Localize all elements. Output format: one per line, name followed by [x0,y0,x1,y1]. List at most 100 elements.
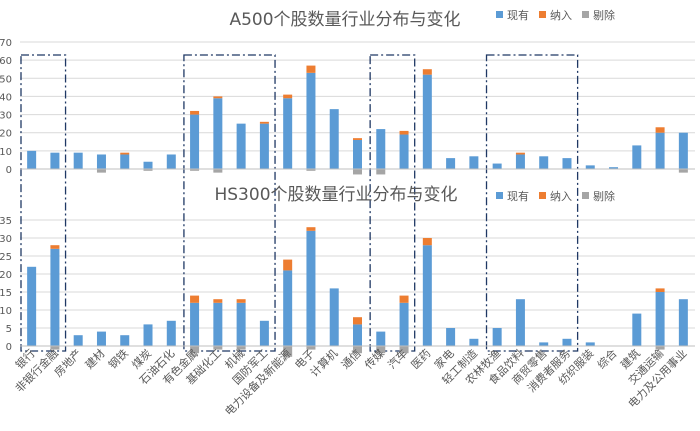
bar-existing [213,98,223,169]
bar-existing [50,248,60,346]
y-tick-label: 15 [0,288,12,299]
legend-swatch-removed [582,192,589,199]
bar-existing [96,331,106,346]
bar-existing [50,152,60,169]
bar-existing [469,338,479,346]
highlight-box [485,54,579,352]
bar-existing [166,320,176,346]
y-tick-label: 20 [0,129,12,140]
bar-removed [213,346,223,350]
bar-existing [492,328,502,346]
highlight-box [369,54,416,352]
legend-swatch-existing [496,192,503,199]
bar-existing [446,158,456,169]
bar-existing [655,292,665,346]
bar-existing [306,72,316,169]
bar-added [306,227,316,231]
bar-removed [50,346,60,350]
grid-layer [20,41,695,329]
bar-removed [353,169,362,175]
bar-existing [259,123,269,169]
bar-existing [27,266,37,346]
bar-added [190,295,200,303]
bar-added [50,245,60,249]
bar-existing [259,320,269,346]
bar-added [515,152,525,155]
bar-removed [678,169,688,173]
legend-label-added: 纳入 [550,9,572,22]
bar-existing [143,324,153,346]
bar-existing [120,154,130,169]
legend-hs300: 现有 纳入 剔除 [496,189,615,203]
bar-removed [655,346,665,350]
bar-added [213,96,223,99]
bar-existing [585,165,595,169]
legend-label-removed: 剔除 [593,8,615,22]
bar-removed [143,169,153,171]
y-tick-label: 10 [0,147,12,158]
bar-added [422,69,432,75]
axes-layer: 01020304050607005101520253035银行非银行金融房地产建… [0,38,695,418]
bar-existing [376,129,386,169]
bar-added [120,152,130,155]
bar-existing [469,156,479,169]
bar-existing [96,154,106,169]
bar-existing [236,123,246,169]
bar-added [655,127,665,133]
bar-existing [539,342,549,346]
bar-added [655,288,665,292]
bar-existing [236,302,246,346]
bar-added [422,238,432,246]
legend-label-removed: 剔除 [593,189,615,203]
bar-added [399,130,409,135]
bar-existing [306,230,316,346]
x-tick-label: 钢铁 [106,347,131,372]
bar-removed [306,169,316,171]
bar-existing [283,98,293,169]
y-tick-label: 10 [0,306,12,317]
bar-existing [27,150,37,169]
legend-swatch-added [539,192,546,199]
bar-existing [585,342,595,346]
bar-existing [353,324,362,346]
bar-existing [283,270,293,346]
bar-existing [120,335,130,346]
bar-existing [73,335,83,346]
bar-existing [655,132,665,169]
bar-existing [515,154,525,169]
y-tick-label: 30 [0,234,12,245]
bar-existing [422,245,432,346]
x-tick-label: 综合 [594,346,619,371]
bar-removed [96,169,106,173]
bar-existing [143,161,153,169]
y-tick-label: 70 [0,38,12,49]
bar-existing [399,134,409,169]
bar-existing [562,338,572,346]
bar-existing [678,299,688,346]
bar-existing [166,154,176,169]
bar-added [353,138,362,140]
bar-existing [446,328,456,346]
legend-swatch-removed [582,11,589,18]
bar-existing [399,302,409,346]
bar-existing [539,156,549,169]
bar-removed [283,346,293,357]
bar-existing [190,114,200,169]
bar-existing [190,302,200,346]
bar-existing [632,145,642,169]
y-tick-label: 5 [6,324,12,335]
y-tick-label: 35 [0,216,12,227]
bar-existing [678,132,688,169]
bar-added [306,65,316,73]
bar-existing [73,152,83,169]
y-tick-label: 0 [6,342,12,353]
x-tick-label: 建材 [82,346,107,371]
bar-existing [609,167,619,169]
y-tick-label: 40 [0,92,12,103]
bar-added [283,259,293,271]
bar-removed [190,346,200,354]
bar-existing [492,163,502,169]
legend-label-existing: 现有 [507,8,529,22]
bar-added [399,295,409,303]
